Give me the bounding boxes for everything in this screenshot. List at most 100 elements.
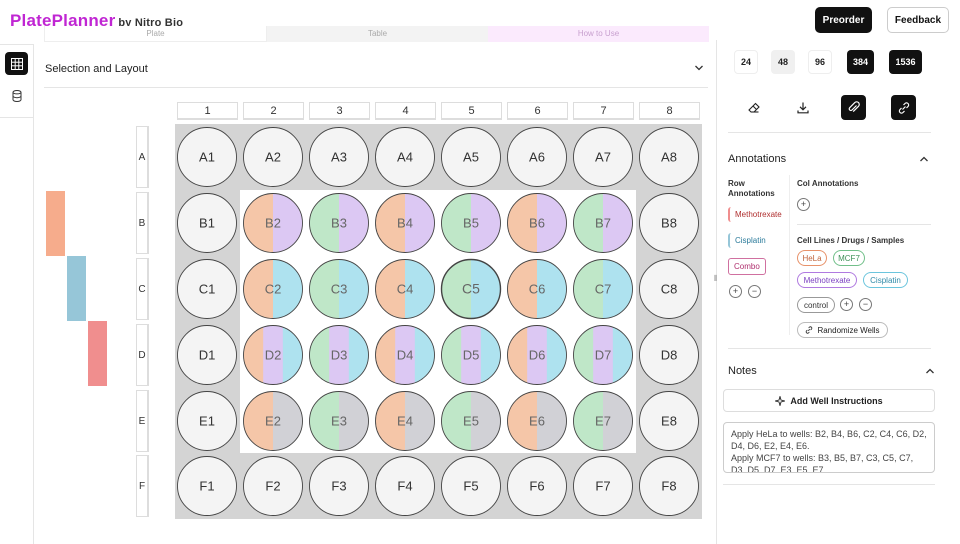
well-A5[interactable]: A5 <box>441 127 501 187</box>
rail-database-button[interactable] <box>5 84 28 107</box>
well-E1[interactable]: E1 <box>177 391 237 451</box>
tab-table[interactable]: Table <box>267 26 488 42</box>
plate-size-96-button[interactable]: 96 <box>808 50 832 74</box>
plate-size-48-button[interactable]: 48 <box>771 50 795 74</box>
well-E2[interactable]: E2 <box>243 391 304 451</box>
well-F6[interactable]: F6 <box>507 456 567 516</box>
sample-pill-methotrexate[interactable]: Methotrexate <box>797 272 857 288</box>
add-sample-button[interactable]: + <box>840 298 853 311</box>
well-A3[interactable]: A3 <box>309 127 369 187</box>
well-C7[interactable]: C7 <box>573 259 634 319</box>
well-B4[interactable]: B4 <box>375 193 436 253</box>
well-D2[interactable]: D2 <box>243 325 304 385</box>
well-B5[interactable]: B5 <box>441 193 502 253</box>
sample-pill-mcf7[interactable]: MCF7 <box>833 250 865 266</box>
well-A7[interactable]: A7 <box>573 127 633 187</box>
well-F1[interactable]: F1 <box>177 456 237 516</box>
column-header-8[interactable]: 8 <box>639 102 700 120</box>
well-F7[interactable]: F7 <box>573 456 633 516</box>
row-header-A[interactable]: A <box>136 126 149 188</box>
row-header-B[interactable]: B <box>136 192 149 254</box>
column-header-7[interactable]: 7 <box>573 102 634 120</box>
row-header-F[interactable]: F <box>136 455 149 517</box>
link-button[interactable] <box>891 95 916 120</box>
well-B2[interactable]: B2 <box>243 193 304 253</box>
column-header-6[interactable]: 6 <box>507 102 568 120</box>
well-D8[interactable]: D8 <box>639 325 699 385</box>
well-E3[interactable]: E3 <box>309 391 370 451</box>
well-C2[interactable]: C2 <box>243 259 304 319</box>
tab-plate[interactable]: Plate <box>44 26 267 42</box>
well-A2[interactable]: A2 <box>243 127 303 187</box>
sample-pill-cisplatin[interactable]: Cisplatin <box>863 272 908 288</box>
add-col-annotation-button[interactable]: + <box>797 198 810 211</box>
well-A6[interactable]: A6 <box>507 127 567 187</box>
chevron-up-icon[interactable] <box>919 155 929 163</box>
row-annotation-item[interactable]: Cisplatin <box>728 233 771 248</box>
well-B3[interactable]: B3 <box>309 193 370 253</box>
well-B8[interactable]: B8 <box>639 193 699 253</box>
plate-size-1536-button[interactable]: 1536 <box>889 50 922 74</box>
resize-handle[interactable]: ⦀ <box>714 274 718 283</box>
row-annotation-item[interactable]: Methotrexate <box>728 207 787 222</box>
column-header-2[interactable]: 2 <box>243 102 304 120</box>
column-header-3[interactable]: 3 <box>309 102 370 120</box>
column-header-1[interactable]: 1 <box>177 102 238 120</box>
well-B6[interactable]: B6 <box>507 193 568 253</box>
selection-layout-title[interactable]: Selection and Layout <box>45 63 148 75</box>
plate-size-384-button[interactable]: 384 <box>847 50 874 74</box>
well-D1[interactable]: D1 <box>177 325 237 385</box>
row-header-D[interactable]: D <box>136 324 149 386</box>
well-D3[interactable]: D3 <box>309 325 370 385</box>
well-F4[interactable]: F4 <box>375 456 435 516</box>
well-D5[interactable]: D5 <box>441 325 502 385</box>
well-C3[interactable]: C3 <box>309 259 370 319</box>
well-E7[interactable]: E7 <box>573 391 634 451</box>
well-B1[interactable]: B1 <box>177 193 237 253</box>
row-header-E[interactable]: E <box>136 390 149 452</box>
remove-sample-button[interactable]: − <box>859 298 872 311</box>
rail-plate-button[interactable] <box>5 52 28 75</box>
download-button[interactable] <box>790 95 815 120</box>
well-E5[interactable]: E5 <box>441 391 502 451</box>
add-well-instructions-button[interactable]: Add Well Instructions <box>723 389 935 412</box>
well-C5[interactable]: C5 <box>440 258 502 320</box>
well-E4[interactable]: E4 <box>375 391 436 451</box>
column-header-4[interactable]: 4 <box>375 102 436 120</box>
well-D7[interactable]: D7 <box>573 325 634 385</box>
well-C6[interactable]: C6 <box>507 259 568 319</box>
paperclip-button[interactable] <box>841 95 866 120</box>
well-F3[interactable]: F3 <box>309 456 369 516</box>
row-header-C[interactable]: C <box>136 258 149 320</box>
sample-pill-control[interactable]: control <box>797 297 835 313</box>
well-C8[interactable]: C8 <box>639 259 699 319</box>
well-F8[interactable]: F8 <box>639 456 699 516</box>
sample-pill-hela[interactable]: HeLa <box>797 250 827 266</box>
well-C4[interactable]: C4 <box>375 259 436 319</box>
well-F5[interactable]: F5 <box>441 456 501 516</box>
well-D4[interactable]: D4 <box>375 325 436 385</box>
well-C1[interactable]: C1 <box>177 259 237 319</box>
well-B7[interactable]: B7 <box>573 193 634 253</box>
well-A4[interactable]: A4 <box>375 127 435 187</box>
add-row-annotation-button[interactable]: + <box>729 285 742 298</box>
remove-row-annotation-button[interactable]: − <box>748 285 761 298</box>
annotations-title[interactable]: Annotations <box>728 153 787 165</box>
notes-textarea[interactable]: Apply HeLa to wells: B2, B4, B6, C2, C4,… <box>723 422 935 473</box>
column-header-5[interactable]: 5 <box>441 102 502 120</box>
well-F2[interactable]: F2 <box>243 456 303 516</box>
randomize-wells-button[interactable]: Randomize Wells <box>797 322 888 338</box>
well-A1[interactable]: A1 <box>177 127 237 187</box>
feedback-button[interactable]: Feedback <box>887 7 949 33</box>
notes-title[interactable]: Notes <box>728 365 757 377</box>
well-E6[interactable]: E6 <box>507 391 568 451</box>
tab-how-to-use[interactable]: How to Use <box>488 26 709 42</box>
preorder-button[interactable]: Preorder <box>815 7 872 33</box>
chevron-down-icon[interactable] <box>694 64 704 72</box>
row-annotation-item[interactable]: Combo <box>728 258 766 275</box>
eraser-button[interactable] <box>741 95 766 120</box>
well-A8[interactable]: A8 <box>639 127 699 187</box>
well-E8[interactable]: E8 <box>639 391 699 451</box>
well-D6[interactable]: D6 <box>507 325 568 385</box>
plate-size-24-button[interactable]: 24 <box>734 50 758 74</box>
